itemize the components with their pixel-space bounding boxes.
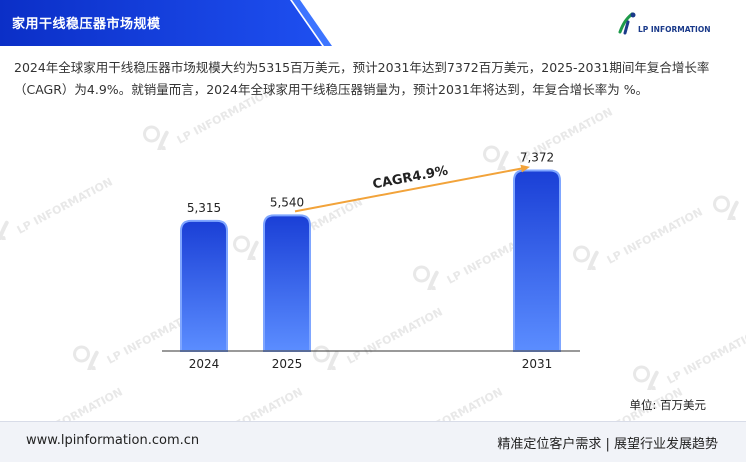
label-group: 5,315 2024 5,540 2025 7,372 2031 (187, 150, 554, 371)
x-tick-label-2031: 2031 (522, 357, 553, 371)
cagr-arrow (294, 164, 530, 213)
bar-2025 (263, 214, 311, 352)
lp-logo-icon (618, 12, 636, 35)
market-description: 2024年全球家用干线稳压器市场规模大约为5315百万美元，预计2031年达到7… (14, 60, 710, 97)
bar-2024 (180, 219, 228, 352)
bar-2031 (513, 169, 561, 352)
x-tick-label-2025: 2025 (272, 357, 303, 371)
value-label-2031: 7,372 (520, 150, 554, 164)
value-label-2025: 5,540 (270, 195, 304, 209)
value-label-2024: 5,315 (187, 201, 221, 215)
cagr-annotation: CAGR4.9% (371, 164, 449, 193)
x-tick-label-2024: 2024 (189, 357, 220, 371)
watermark: LP INFORMATION (300, 300, 470, 393)
footer: www.lpinformation.com.cn 精准定位客户需求 | 展望行业… (0, 422, 746, 462)
watermark: LP INFORMATION (470, 100, 640, 193)
website-link[interactable]: www.lpinformation.com.cn (26, 433, 200, 448)
page-title: 家用干线稳压器市场规模 (12, 17, 161, 32)
watermark: LP INFORMATION (0, 170, 140, 263)
logo-text: LP INFORMATION (638, 25, 711, 34)
bar-group (180, 169, 561, 352)
title-banner (0, 0, 332, 46)
company-logo: LP INFORMATION (616, 10, 726, 38)
footer-divider (0, 421, 746, 422)
footer-slogan: 精准定位客户需求 | 展望行业发展趋势 (497, 437, 718, 452)
header: 家用干线稳压器市场规模 LP INFORMATION (0, 0, 746, 46)
unit-label: 单位: 百万美元 (629, 398, 706, 412)
market-size-chart: 5,315 2024 5,540 2025 7,372 2031 CAGR4.9% (162, 150, 580, 371)
